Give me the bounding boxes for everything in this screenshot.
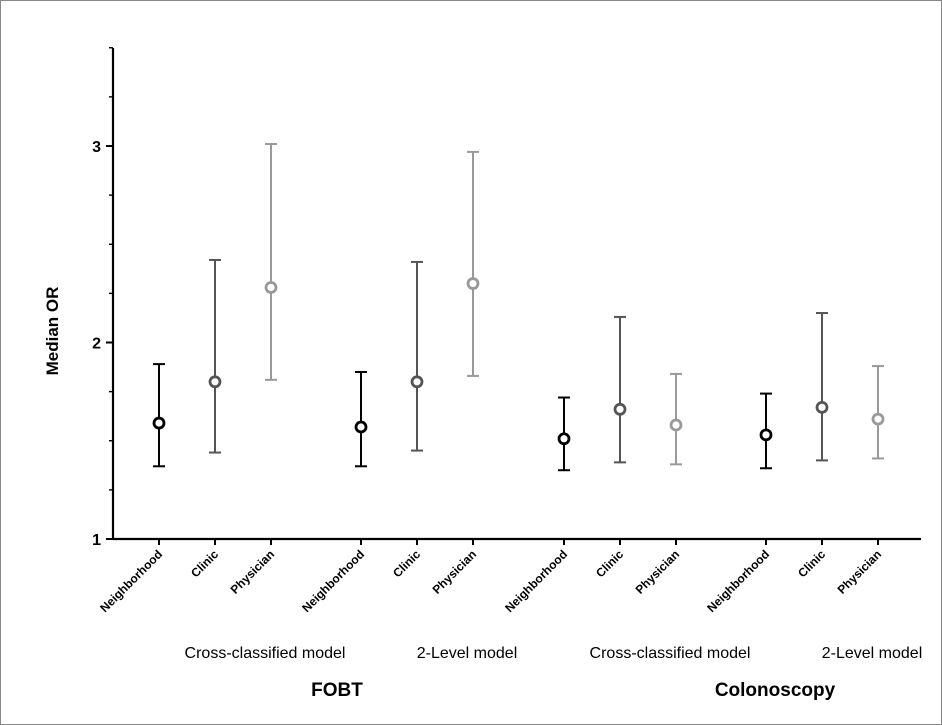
x-category-label: Clinic xyxy=(188,547,221,580)
median-point xyxy=(264,281,278,294)
axes xyxy=(111,48,921,541)
error-bar-clinic xyxy=(208,258,222,454)
error-bar-neighborhood xyxy=(152,363,166,468)
median-point xyxy=(410,375,424,389)
median-point xyxy=(815,400,829,414)
outcome-label: Colonoscopy xyxy=(715,680,836,701)
model-labels: Cross-classified model 2-Level model Cross… xyxy=(185,645,923,662)
model-label: 2-Level model xyxy=(822,645,923,662)
median-point xyxy=(871,412,885,426)
error-bar-neighborhood xyxy=(759,392,773,470)
median-point xyxy=(669,418,683,432)
error-bar-clinic xyxy=(410,260,424,452)
y-tick-label: 1 xyxy=(92,532,101,549)
error-bar-physician xyxy=(466,150,480,377)
model-group xyxy=(557,315,683,472)
y-tick-label: 2 xyxy=(92,336,101,353)
median-point xyxy=(208,375,222,389)
x-category-label: Neighborhood xyxy=(704,547,772,615)
median-point xyxy=(466,277,480,290)
error-bars xyxy=(152,143,885,472)
error-bar-physician xyxy=(871,365,885,460)
model-label: Cross-classified model xyxy=(590,645,751,662)
error-bar-physician xyxy=(264,143,278,381)
x-category-label: Physician xyxy=(835,547,885,597)
error-bar-physician xyxy=(669,372,683,466)
x-category-label: Neighborhood xyxy=(502,547,570,615)
x-category-label: Neighborhood xyxy=(299,547,367,615)
x-category-label: Physician xyxy=(228,547,278,597)
error-bar-neighborhood xyxy=(354,370,368,468)
y-axis-label: Median OR xyxy=(43,287,62,376)
model-group xyxy=(152,143,278,468)
y-tick-label: 3 xyxy=(92,139,101,156)
x-category-label: Clinic xyxy=(795,547,828,580)
error-bar-clinic xyxy=(815,312,829,462)
x-category-label: Clinic xyxy=(390,547,423,580)
x-category-label: Physician xyxy=(430,547,480,597)
model-label: 2-Level model xyxy=(417,645,518,662)
median-point xyxy=(354,420,368,434)
x-category-label: Physician xyxy=(633,547,683,597)
median-point xyxy=(759,428,773,442)
y-ticks: 1 2 3 xyxy=(92,47,113,549)
model-label: Cross-classified model xyxy=(185,645,346,662)
median-point xyxy=(557,432,571,446)
x-category-label: Neighborhood xyxy=(97,547,165,615)
model-group xyxy=(759,312,885,470)
median-point xyxy=(613,402,627,416)
outcome-labels: FOBT Colonoscopy xyxy=(311,680,835,701)
x-category-labels: Neighborhood Clinic Physician Neighborhood C… xyxy=(97,539,884,615)
model-group xyxy=(354,150,480,468)
outcome-label: FOBT xyxy=(311,680,363,701)
error-bar-clinic xyxy=(613,315,627,464)
error-bar-neighborhood xyxy=(557,396,571,472)
median-point xyxy=(152,416,166,430)
x-category-label: Clinic xyxy=(593,547,626,580)
